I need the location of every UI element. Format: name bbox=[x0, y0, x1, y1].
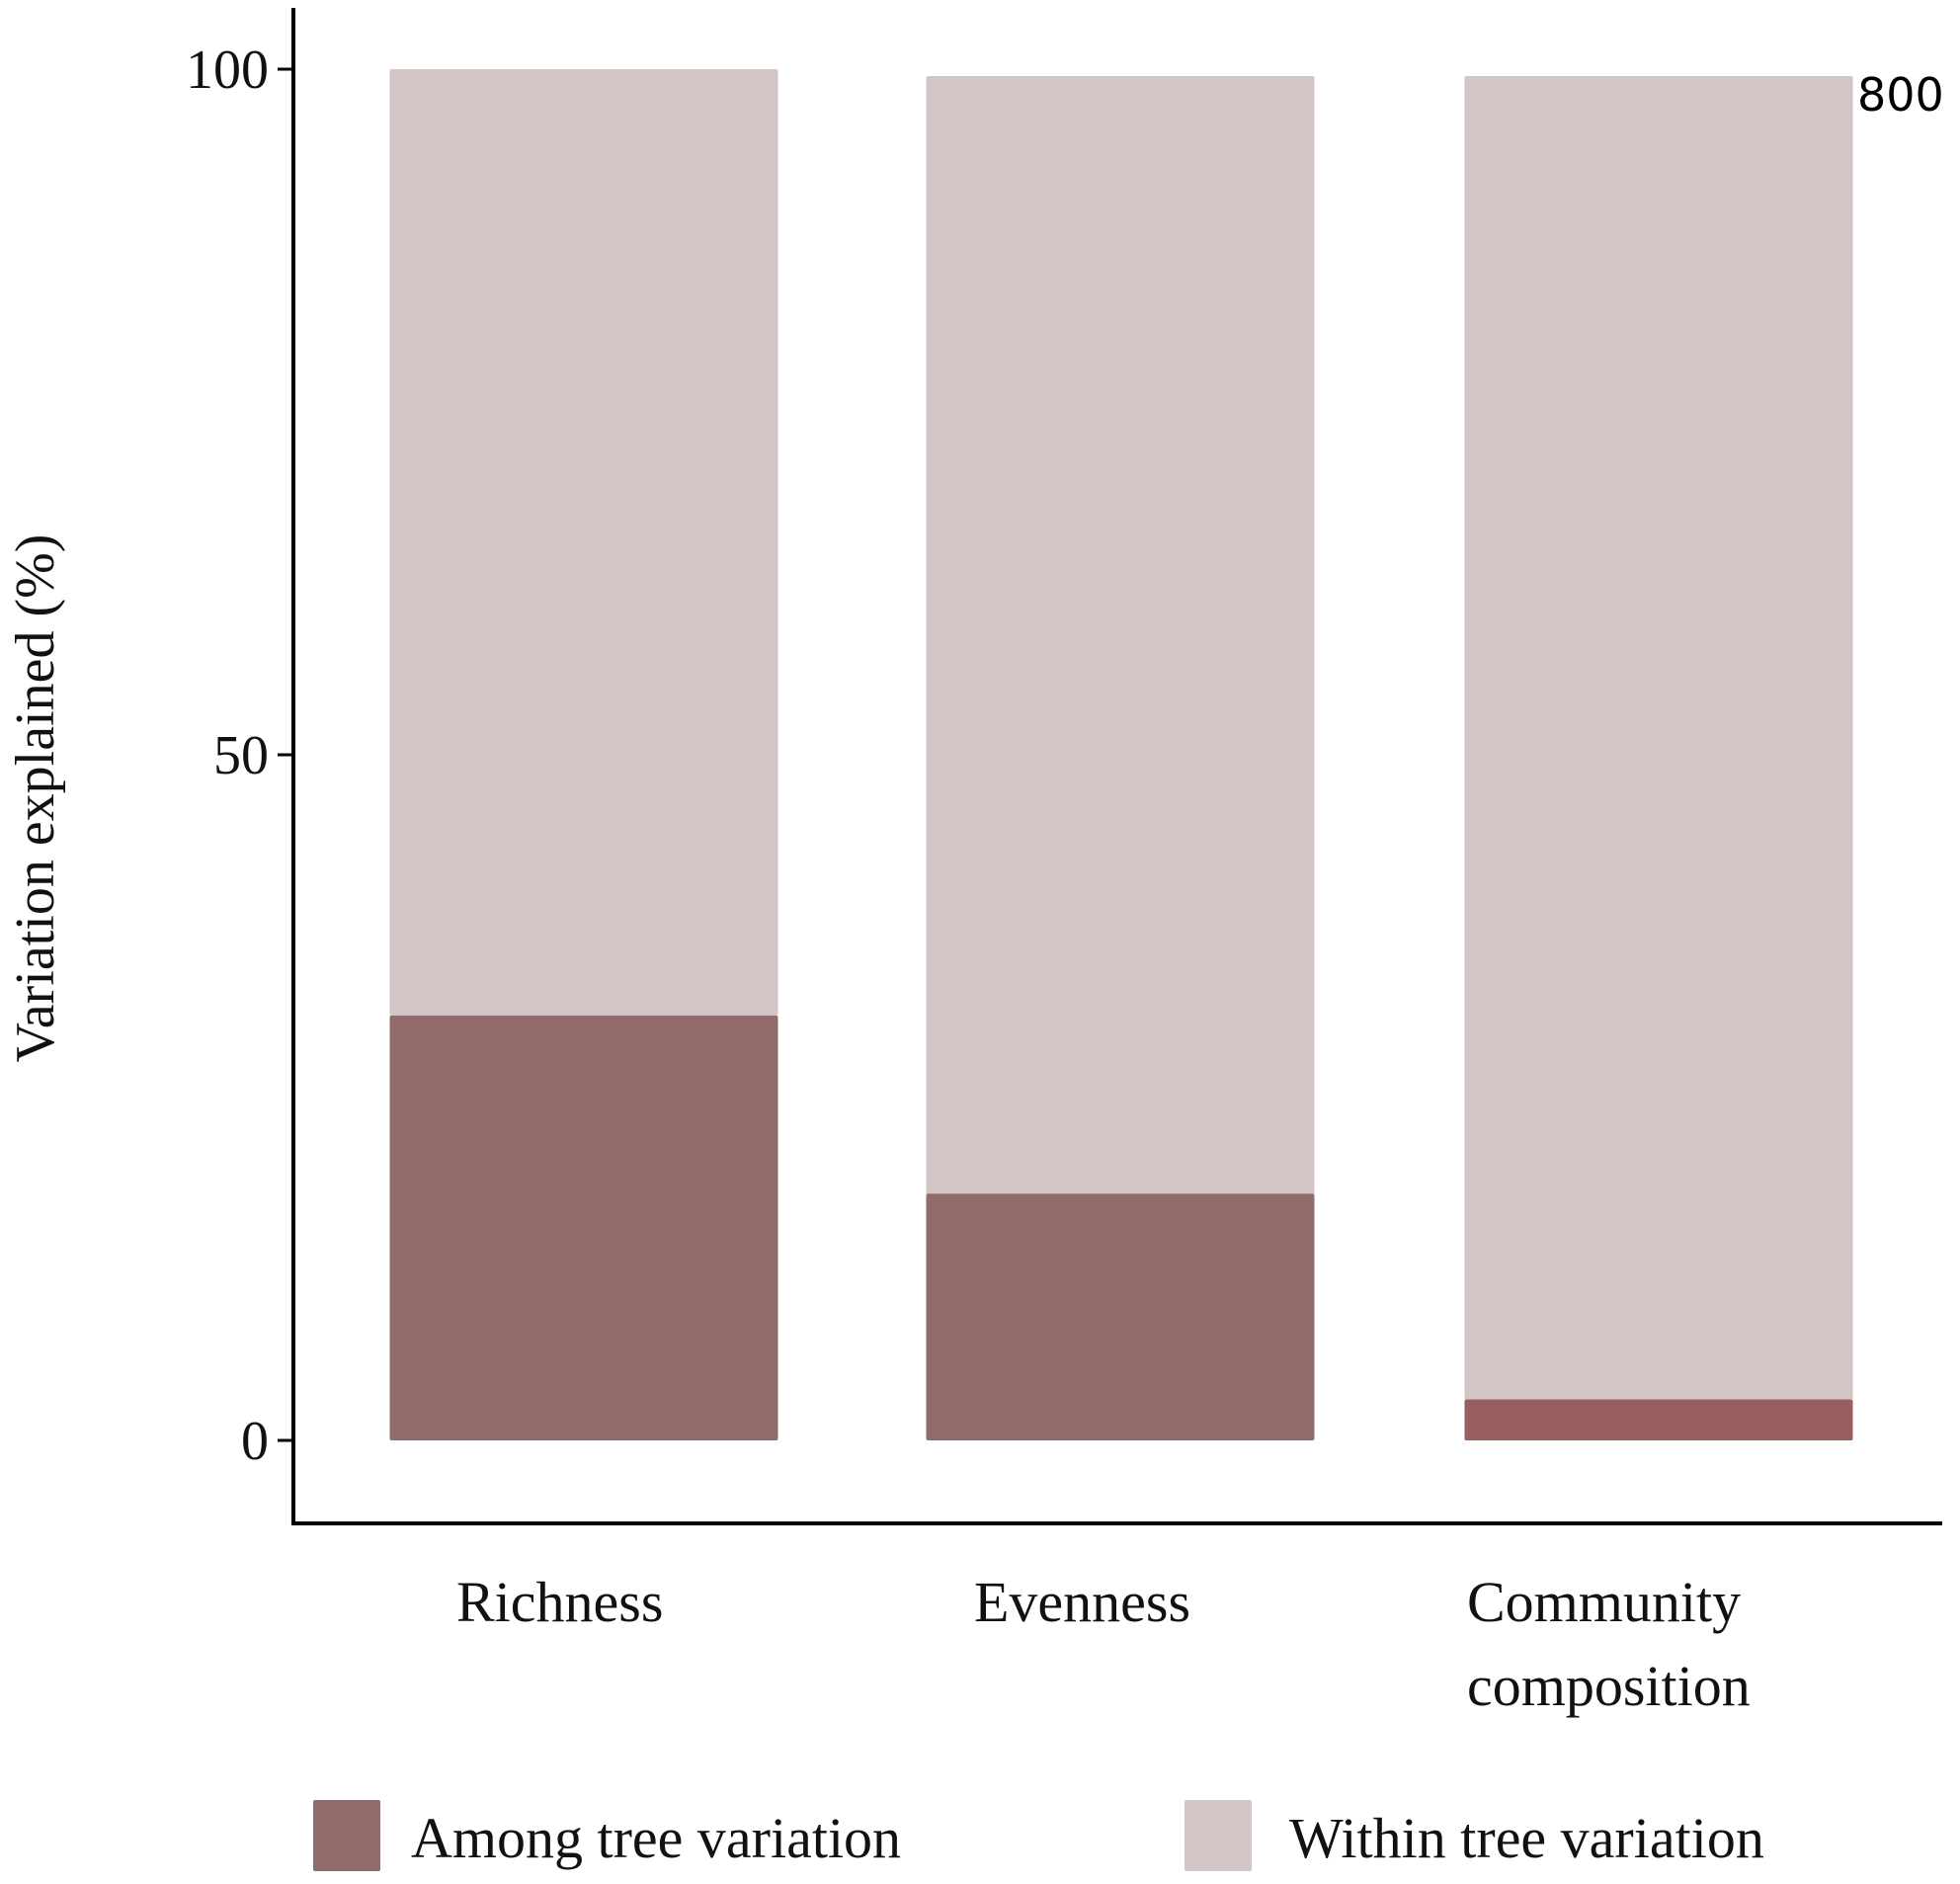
bar-within-richness bbox=[389, 69, 778, 1016]
y-tick-label: 100 bbox=[186, 40, 269, 101]
bar-within-evenness bbox=[926, 75, 1315, 1194]
bar-among-richness bbox=[389, 1015, 778, 1440]
y-tick-label: 50 bbox=[213, 725, 269, 786]
bar-among-community-composition bbox=[1464, 1399, 1853, 1440]
bar-within-community-composition bbox=[1464, 75, 1853, 1400]
bars-layer bbox=[389, 69, 1853, 1440]
corner-annotation: 800 bbox=[1857, 68, 1944, 122]
y-tick-label: 0 bbox=[241, 1411, 269, 1472]
y-ticks-layer: 0 50 100 bbox=[186, 40, 293, 1472]
legend-swatch bbox=[1184, 1800, 1252, 1871]
legend-label: Among tree variation bbox=[411, 1806, 901, 1870]
bar-among-evenness bbox=[926, 1193, 1315, 1440]
y-axis-label: Variation explained (%) bbox=[5, 534, 66, 1063]
x-category-label: Evenness bbox=[974, 1570, 1190, 1634]
x-labels-layer: Richness Evenness Community composition bbox=[456, 1570, 1751, 1718]
x-category-label: Community bbox=[1467, 1570, 1741, 1634]
x-category-label: Richness bbox=[456, 1570, 663, 1634]
legend-label: Within tree variation bbox=[1289, 1806, 1764, 1870]
legend-swatch bbox=[313, 1800, 380, 1871]
x-category-label: composition bbox=[1467, 1654, 1751, 1718]
legend: Among tree variation Within tree variatio… bbox=[313, 1800, 1764, 1871]
